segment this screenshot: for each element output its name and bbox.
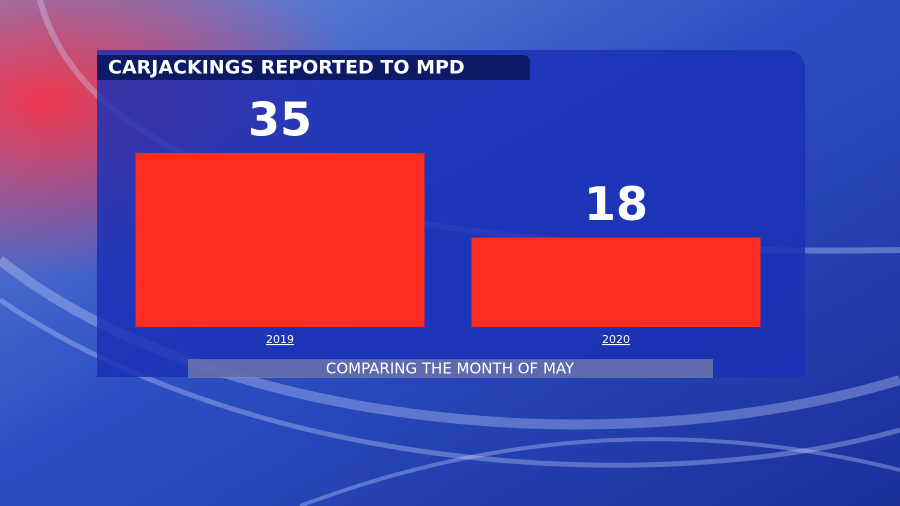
bar — [471, 237, 761, 327]
value-label: 18 — [584, 177, 648, 231]
bar — [135, 153, 425, 327]
chart-title: CARJACKINGS REPORTED TO MPD — [108, 57, 465, 79]
x-tick-label: 2019 — [266, 333, 294, 346]
footnote-bar — [188, 359, 713, 378]
x-tick-label: 2020 — [602, 333, 630, 346]
footnote: COMPARING THE MONTH OF MAY — [326, 360, 575, 378]
title-bar — [97, 55, 530, 80]
value-label: 35 — [248, 93, 312, 147]
